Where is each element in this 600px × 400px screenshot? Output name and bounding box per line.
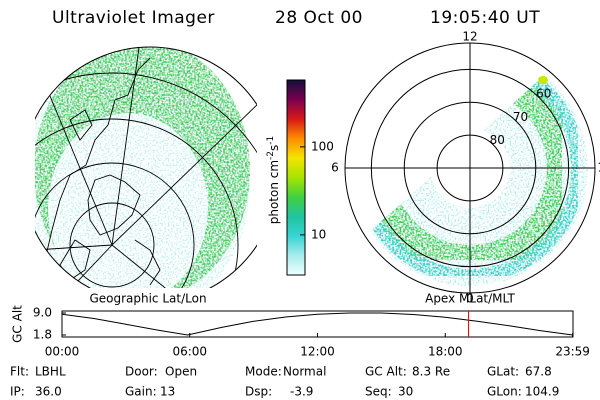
info-label: GLon: bbox=[487, 385, 522, 399]
info-label: Dsp: bbox=[245, 385, 272, 399]
geographic-image bbox=[35, 46, 257, 288]
time: 19:05:40 UT bbox=[430, 8, 540, 28]
mlat-label: 80 bbox=[490, 133, 505, 147]
x-tick-label: 23:59 bbox=[555, 345, 590, 359]
unit-part: -2 bbox=[266, 151, 276, 160]
mlt-label: 18 bbox=[597, 161, 600, 175]
left-label: Geographic Lat/Lon bbox=[89, 292, 206, 306]
info-value: 30 bbox=[398, 385, 413, 399]
info-label: Mode: bbox=[245, 365, 282, 379]
y-tick-label: 9.0 bbox=[33, 306, 52, 320]
info-value: 67.8 bbox=[525, 365, 552, 379]
mlat-label: 70 bbox=[513, 110, 528, 124]
info-value: -3.9 bbox=[290, 385, 313, 399]
info-value: LBHL bbox=[35, 365, 66, 379]
altitude-line bbox=[61, 312, 573, 336]
x-tick-label: 06:00 bbox=[172, 345, 207, 359]
x-tick-label: 18:00 bbox=[428, 345, 463, 359]
unit-part: s bbox=[267, 145, 281, 151]
mlt-label: 0 bbox=[466, 292, 474, 306]
info-value: 13 bbox=[160, 385, 175, 399]
date: 28 Oct 00 bbox=[275, 8, 363, 28]
mlat-label: 60 bbox=[536, 87, 551, 101]
info-value: Normal bbox=[283, 365, 326, 379]
info-value: Open bbox=[165, 365, 197, 379]
unit-part: photon cm bbox=[267, 160, 281, 224]
mlt-label: 12 bbox=[462, 30, 477, 44]
mlt-label: 6 bbox=[331, 161, 339, 175]
y-axis-label: GC Alt bbox=[11, 305, 25, 343]
info-label: Flt: bbox=[10, 365, 29, 379]
colorbar-tick-label: 10 bbox=[311, 227, 326, 241]
info-value: 104.9 bbox=[525, 385, 559, 399]
info-label: IP: bbox=[10, 385, 25, 399]
colorbar-tick-label: 100 bbox=[311, 139, 334, 153]
x-tick-label: 12:00 bbox=[300, 345, 335, 359]
unit-part: -1 bbox=[266, 136, 276, 145]
info-value: 8.3 Re bbox=[412, 365, 450, 379]
info-label: GC Alt: bbox=[365, 365, 407, 379]
info-label: GLat: bbox=[487, 365, 519, 379]
info-value: 36.0 bbox=[35, 385, 62, 399]
title: Ultraviolet Imager bbox=[52, 8, 215, 28]
info-label: Gain: bbox=[125, 385, 157, 399]
bright-spot bbox=[538, 76, 548, 84]
y-tick-label: 1.8 bbox=[33, 328, 52, 342]
info-label: Door: bbox=[125, 365, 158, 379]
info-label: Seq: bbox=[365, 385, 392, 399]
x-tick-label: 00:00 bbox=[45, 345, 80, 359]
colorbar-unit: photon cm-2s-1 bbox=[266, 136, 281, 225]
right-label: Apex MLat/MLT bbox=[425, 292, 515, 306]
colorbar bbox=[286, 79, 306, 276]
